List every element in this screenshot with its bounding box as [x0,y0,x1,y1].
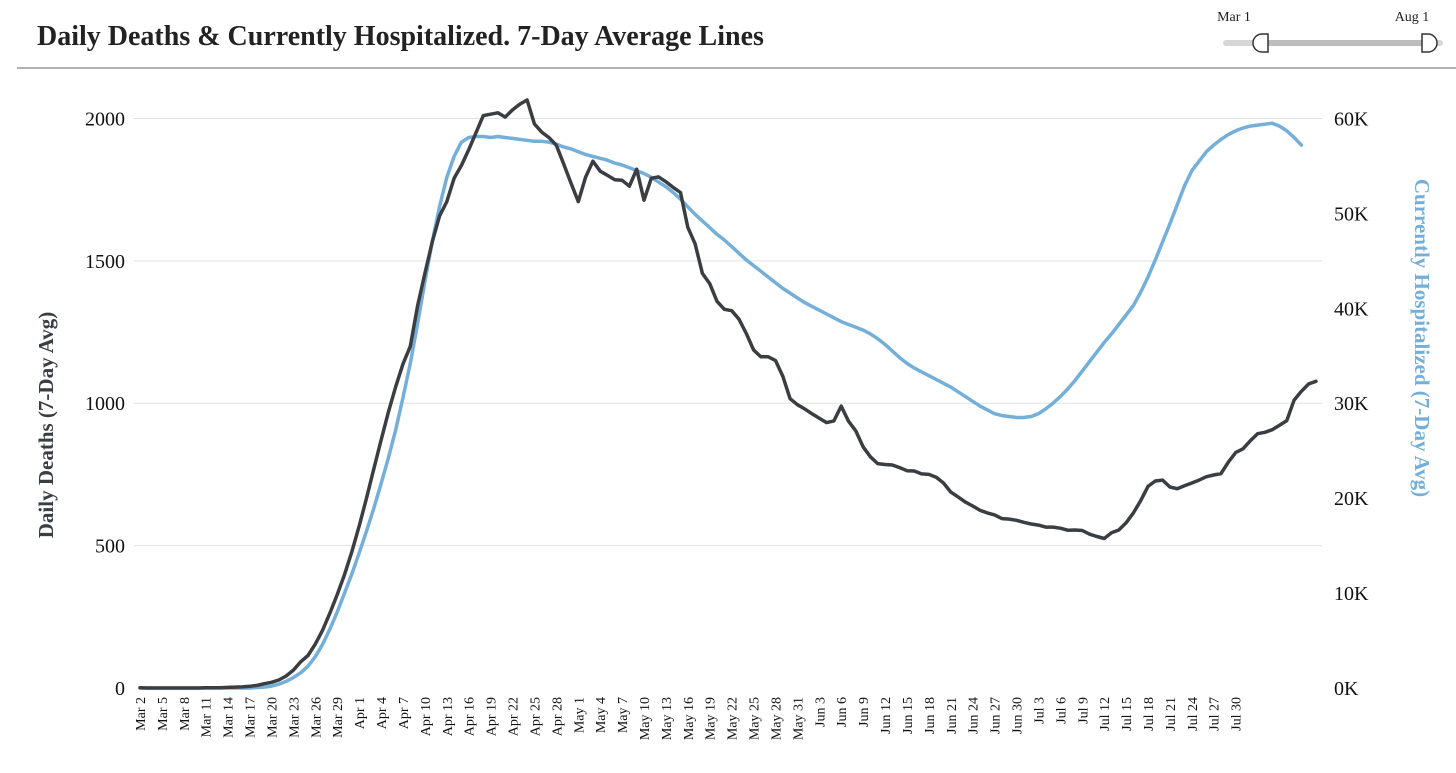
x-tick-label: Jun 24 [967,697,982,734]
hospitalized-series-line [138,121,1304,690]
y-axis-right-ticks: 0K 10K 20K 30K 40K 50K 60K [1334,108,1369,700]
y-axis-left-title: Daily Deaths (7-Day Avg) [34,312,58,539]
x-tick-label: Jul 30 [1230,697,1245,731]
x-tick-label: May 7 [616,697,631,733]
x-tick-label: Jun 12 [879,697,894,734]
x-tick-label: Jun 21 [945,697,960,734]
x-tick-label: May 22 [726,697,741,740]
x-tick-label: Mar 20 [265,697,280,738]
x-tick-label: Mar 26 [309,697,324,738]
chart-title: Daily Deaths & Currently Hospitalized. 7… [37,21,764,52]
y-left-tick-label: 1000 [85,393,125,415]
x-tick-label: Mar 5 [156,697,171,731]
y-right-tick-label: 60K [1334,108,1369,130]
x-tick-label: Apr 16 [463,697,478,736]
x-tick-label: May 19 [704,697,719,740]
y-left-tick-label: 0 [115,678,125,700]
date-range-slider[interactable]: Mar 1 Aug 1 [1217,10,1443,53]
range-start-label: Mar 1 [1217,10,1251,25]
x-tick-label: Jul 6 [1054,697,1069,724]
y-left-tick-label: 2000 [85,108,125,130]
y-axis-right-title: Currently Hospitalized (7-Day Avg) [1410,179,1434,497]
x-tick-label: May 16 [682,697,697,740]
x-tick-label: Mar 8 [178,697,193,731]
x-tick-label: Apr 13 [441,697,456,736]
x-tick-label: Apr 28 [550,697,565,736]
y-right-tick-label: 30K [1334,393,1369,415]
x-tick-label: Apr 10 [419,697,434,736]
x-tick-label: Apr 7 [397,697,412,729]
x-tick-label: May 1 [572,697,587,733]
x-tick-label: Jul 12 [1098,697,1113,731]
x-tick-label: Jun 27 [989,697,1004,734]
x-tick-label: Jun 9 [857,697,872,727]
x-tick-label: Jun 30 [1011,697,1026,734]
plot-series [138,98,1318,690]
x-tick-label: May 13 [660,697,675,740]
x-tick-label: Jul 3 [1032,697,1047,724]
y-right-tick-label: 20K [1334,488,1369,510]
x-tick-label: Jul 27 [1208,697,1223,731]
x-tick-label: Apr 4 [375,697,390,729]
x-tick-label: Jun 18 [923,697,938,734]
range-end-label: Aug 1 [1395,10,1430,25]
x-tick-label: Jun 15 [901,697,916,734]
x-tick-label: May 28 [769,697,784,740]
x-tick-label: Mar 29 [331,697,346,738]
x-tick-label: Jul 9 [1076,697,1091,724]
x-tick-label: Jul 21 [1164,697,1179,731]
slider-handle-end[interactable] [1421,33,1438,53]
x-tick-label: Jul 24 [1186,697,1201,731]
x-tick-label: Jun 3 [813,697,828,727]
x-tick-label: Jun 6 [835,697,850,727]
y-right-tick-label: 10K [1334,583,1369,605]
x-tick-label: Apr 1 [353,697,368,729]
y-right-tick-label: 0K [1334,678,1359,700]
x-tick-label: May 10 [638,697,653,740]
x-tick-label: Mar 14 [222,697,237,738]
y-axis-left-ticks: 0 500 1000 1500 2000 [85,108,125,700]
x-tick-label: May 25 [748,697,763,740]
x-tick-label: Mar 23 [287,697,302,738]
x-tick-label: May 31 [791,697,806,740]
x-tick-label: Jul 18 [1142,697,1157,731]
deaths-series-line [138,98,1318,690]
y-left-tick-label: 500 [95,536,125,558]
x-tick-label: Apr 22 [507,697,522,736]
x-tick-label: Apr 19 [485,697,500,736]
x-axis-ticks: Mar 2 Mar 5 Mar 8 Mar 11 Mar 14 Mar 17 Mar 20 M… [134,697,1245,740]
x-tick-label: Mar 2 [134,697,149,731]
x-tick-label: Mar 11 [200,697,215,737]
x-tick-label: Jul 15 [1120,697,1135,731]
grid-lines [134,117,1322,547]
slider-handle-start[interactable] [1252,33,1269,53]
x-tick-label: Mar 17 [244,697,259,738]
y-left-tick-label: 1500 [85,251,125,273]
y-right-tick-label: 40K [1334,298,1369,320]
x-tick-label: May 4 [594,697,609,733]
x-tick-label: Apr 25 [528,697,543,736]
y-right-tick-label: 50K [1334,203,1369,225]
